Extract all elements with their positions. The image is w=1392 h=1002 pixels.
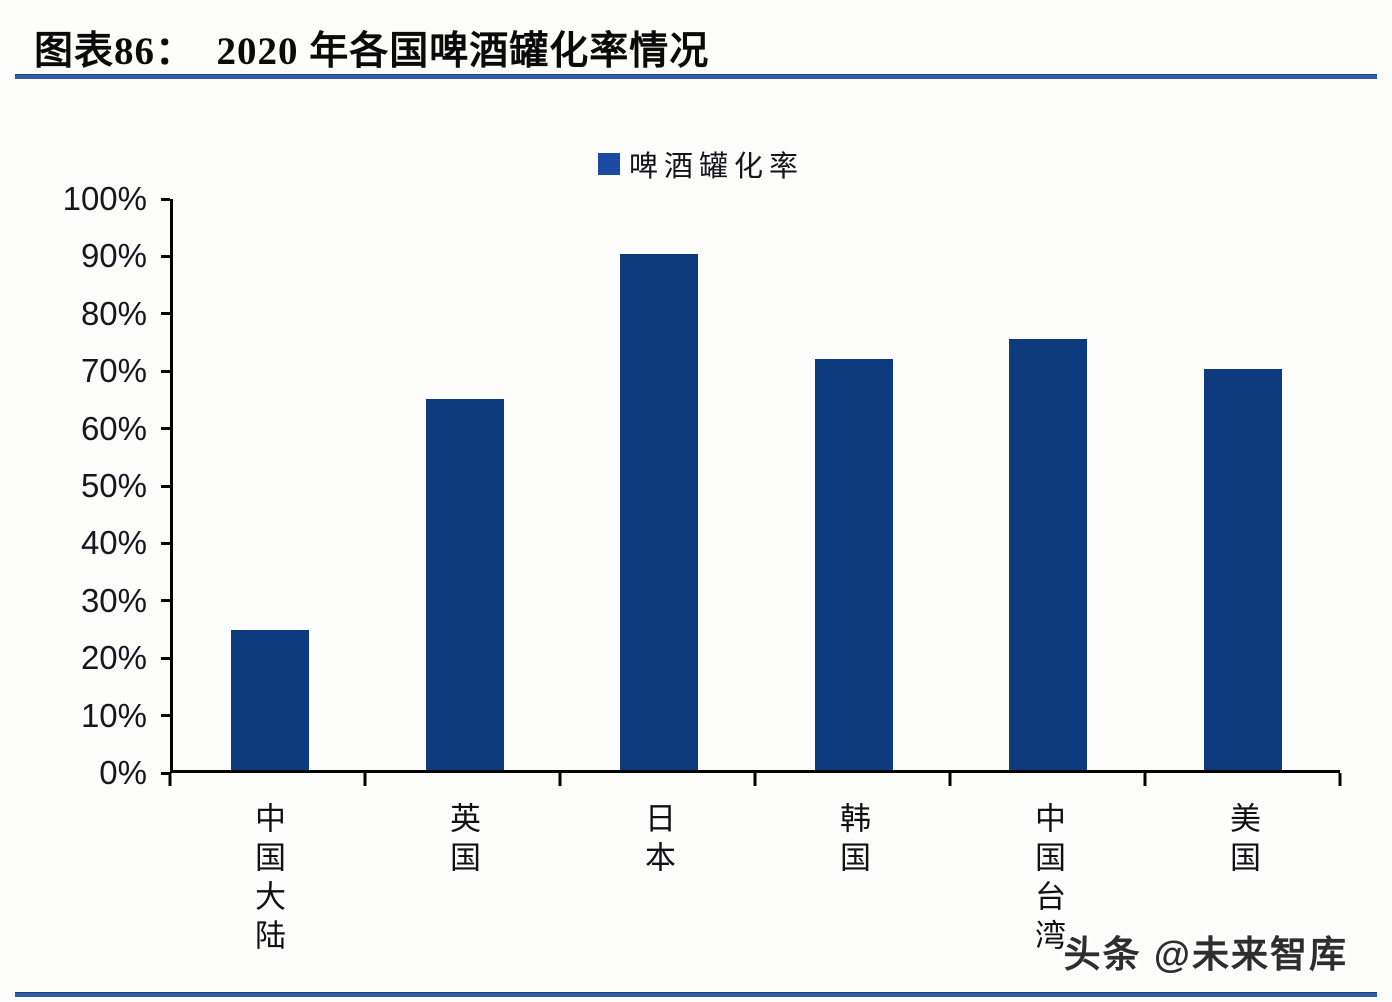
y-tick: 70% (81, 352, 170, 390)
y-tick: 20% (81, 639, 170, 677)
y-tick: 40% (81, 524, 170, 562)
x-tick-mark (363, 773, 367, 786)
legend-swatch-icon (598, 153, 620, 175)
chart-legend: 啤酒罐化率 (598, 143, 804, 185)
y-tick-label: 10% (80, 696, 147, 734)
x-tick-mark (753, 773, 757, 786)
x-tick-label: 韩国 (835, 802, 870, 880)
bar-美国 (1203, 368, 1282, 770)
bar-日本 (620, 254, 699, 770)
bar-slot (562, 254, 757, 770)
y-tick: 0% (99, 754, 170, 792)
y-tick-mark (161, 541, 170, 545)
watermark: 头条 @未来智库 (1063, 934, 1348, 975)
x-tick-label: 中国大陆 (250, 802, 285, 958)
y-tick-mark (161, 599, 170, 603)
x-tick-mark (1143, 773, 1147, 786)
y-tick-mark (161, 254, 170, 258)
x-tick-label: 美国 (1225, 802, 1260, 880)
y-tick-mark (161, 369, 170, 373)
x-tick-mark (168, 773, 172, 786)
x-tick-label: 中国台湾 (1030, 802, 1065, 958)
y-tick-label: 20% (80, 639, 147, 677)
figure-title: 图表86： 2020 年各国啤酒罐化率情况 (34, 30, 710, 73)
bar-中国大陆 (231, 629, 310, 770)
bar-slot (951, 338, 1146, 770)
y-tick: 80% (81, 295, 170, 333)
bar-中国台湾 (1009, 338, 1088, 770)
bar-slot (368, 398, 563, 770)
bar-slot (1146, 368, 1341, 770)
y-tick: 10% (81, 697, 170, 735)
x-tick-mark (948, 773, 952, 786)
bar-英国 (425, 398, 504, 770)
title-divider (15, 74, 1377, 79)
y-tick-mark (161, 771, 170, 775)
x-tick-label: 英国 (445, 802, 480, 880)
bar-slot (173, 629, 368, 770)
y-tick-mark (161, 312, 170, 316)
legend-label: 啤酒罐化率 (629, 151, 805, 183)
y-tick-label: 70% (80, 352, 147, 390)
y-tick-mark (161, 656, 170, 660)
y-tick-mark (161, 714, 170, 718)
x-axis-labels: 中国大陆 英国 日本 韩国 中国台湾 美国 (170, 802, 1340, 982)
bar-韩国 (814, 358, 893, 770)
y-tick: 30% (81, 582, 170, 620)
y-tick-label: 60% (80, 409, 147, 447)
y-tick-mark (161, 484, 170, 488)
y-tick-label: 40% (80, 524, 147, 562)
y-tick-mark (161, 197, 170, 201)
y-tick-label: 50% (80, 467, 147, 504)
y-axis: 0% 10% 20% 30% 40% 50% 60% 70% 80% 90% 100% (0, 180, 170, 791)
x-tick-mark (558, 773, 562, 786)
y-tick-label: 0% (99, 754, 147, 791)
y-tick-label: 90% (80, 237, 147, 275)
y-tick: 60% (81, 410, 170, 448)
y-tick: 100% (63, 180, 170, 218)
x-tick-label: 日本 (640, 802, 675, 880)
y-tick-mark (161, 427, 170, 431)
x-axis-ticks (168, 773, 1342, 789)
y-tick: 90% (81, 237, 170, 275)
bar-slot (757, 358, 952, 770)
bottom-divider (15, 992, 1377, 997)
x-tick-mark (1338, 773, 1342, 786)
y-tick-label: 80% (80, 294, 147, 332)
plot-area (170, 199, 1340, 773)
y-tick: 50% (81, 467, 170, 505)
y-tick-label: 100% (62, 180, 147, 217)
y-tick-label: 30% (80, 581, 147, 619)
